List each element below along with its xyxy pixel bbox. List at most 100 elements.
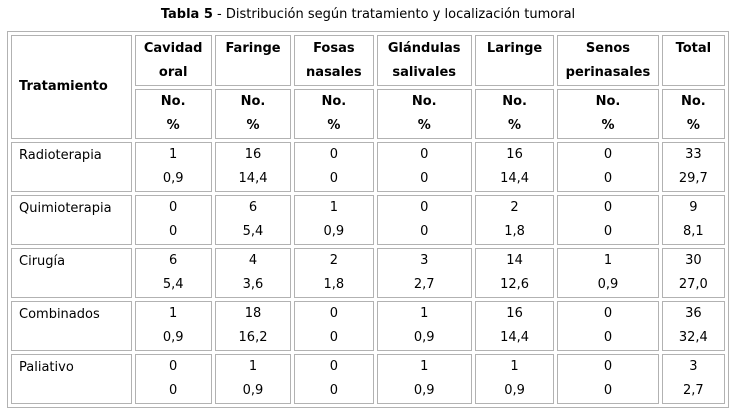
column-header-line1: Fosas (313, 41, 355, 56)
percent-value: 0 (603, 171, 613, 186)
count-label: No. (595, 94, 621, 109)
percent-value: 0,9 (242, 383, 264, 398)
data-cell: 6 5,4 (214, 195, 292, 245)
count-value: 0 (329, 306, 338, 321)
row-label: Quimioterapia (11, 195, 132, 245)
subheader-faringe: No. % (214, 89, 292, 139)
row-label: Paliativo (11, 354, 132, 404)
count-value: 16 (506, 306, 523, 321)
column-header-tratamiento: Tratamiento (11, 35, 132, 139)
header-row-columns: Tratamiento Cavidad oral Faringe Fosas n… (11, 35, 725, 139)
percent-value: 2,7 (413, 277, 435, 292)
percent-value: 27,0 (678, 277, 708, 292)
count-value: 16 (244, 147, 262, 162)
data-cell: 16 14,4 (214, 142, 292, 192)
count-value: 0 (603, 147, 613, 162)
count-value: 0 (169, 200, 178, 215)
data-cell: 16 14,4 (474, 142, 555, 192)
data-cell: 1 0,9 (294, 195, 374, 245)
percent-value: 0,9 (413, 330, 435, 345)
count-value: 16 (506, 147, 523, 162)
percent-label: % (246, 118, 260, 133)
percent-value: 0,9 (162, 171, 184, 186)
percent-label: % (686, 118, 700, 133)
percent-value: 1,8 (504, 224, 525, 239)
count-label: No. (502, 94, 527, 109)
column-header-cavidad-oral: Cavidad oral (134, 35, 212, 86)
column-header-line2: perinasales (565, 65, 651, 80)
percent-value: 12,6 (500, 277, 530, 292)
count-label: No. (160, 94, 186, 109)
percent-value: 0 (603, 224, 613, 239)
column-header-total: Total (661, 35, 725, 86)
count-value: 0 (329, 359, 338, 374)
count-value: 1 (329, 200, 338, 215)
column-header-line1: Cavidad (143, 41, 203, 56)
data-cell: 1 0,9 (557, 248, 659, 298)
count-value: 6 (169, 253, 178, 268)
percent-value: 0 (169, 383, 178, 398)
subheader-total: No. % (661, 89, 725, 139)
data-cell: 0 0 (294, 142, 374, 192)
percent-label: % (166, 118, 180, 133)
percent-value: 0,9 (323, 224, 345, 239)
count-value: 0 (603, 306, 613, 321)
row-label: Combinados (11, 301, 132, 351)
column-header-line2: salivales (392, 65, 457, 80)
percent-value: 8,1 (682, 224, 704, 239)
subheader-fosas-nasales: No. % (294, 89, 374, 139)
count-value: 6 (248, 200, 258, 215)
percent-label: % (327, 118, 341, 133)
percent-value: 0,9 (504, 383, 525, 398)
percent-label: % (508, 118, 522, 133)
percent-value: 16,2 (238, 330, 268, 345)
count-value: 0 (603, 359, 613, 374)
count-value: 1 (510, 359, 519, 374)
data-cell-total: 33 29,7 (661, 142, 725, 192)
data-cell: 1 0,9 (134, 142, 212, 192)
data-cell: 6 5,4 (134, 248, 212, 298)
subheader-glandulas-salivales: No. % (376, 89, 472, 139)
column-header-line1: Total (675, 41, 712, 56)
data-cell: 0 0 (557, 354, 659, 404)
percent-value: 14,4 (500, 330, 530, 345)
data-cell: 0 0 (376, 142, 472, 192)
row-label: Radioterapia (11, 142, 132, 192)
header-row-units: No. % No. % No. % No. % No. % No. % (11, 89, 725, 139)
data-cell: 16 14,4 (474, 301, 555, 351)
count-value: 0 (169, 359, 178, 374)
data-cell: 14 12,6 (474, 248, 555, 298)
count-value: 33 (685, 147, 702, 162)
data-cell: 0 0 (376, 195, 472, 245)
percent-value: 0 (603, 383, 613, 398)
percent-value: 0 (329, 383, 338, 398)
data-cell: 3 2,7 (376, 248, 472, 298)
count-label: No. (321, 94, 347, 109)
data-cell: 0 0 (294, 301, 374, 351)
count-value: 4 (248, 253, 258, 268)
column-header-line1: Glándulas (387, 41, 461, 56)
count-value: 3 (420, 253, 429, 268)
percent-value: 5,4 (242, 224, 264, 239)
data-cell-total: 30 27,0 (661, 248, 725, 298)
data-cell: 0 0 (134, 354, 212, 404)
percent-value: 5,4 (162, 277, 184, 292)
column-header-faringe: Faringe (214, 35, 292, 86)
column-header-glandulas-salivales: Glándulas salivales (376, 35, 472, 86)
column-header-line1: Senos (585, 41, 630, 56)
count-value: 0 (420, 147, 429, 162)
subheader-senos-perinasales: No. % (557, 89, 659, 139)
count-value: 30 (685, 253, 702, 268)
data-cell: 0 0 (557, 142, 659, 192)
column-header-line2: oral (158, 65, 188, 80)
percent-value: 0 (329, 330, 338, 345)
treatment-location-table: Tratamiento Cavidad oral Faringe Fosas n… (7, 31, 729, 408)
percent-value: 0,9 (162, 330, 184, 345)
percent-value: 29,7 (678, 171, 708, 186)
column-header-line2: nasales (306, 65, 362, 80)
percent-value: 3,6 (242, 277, 264, 292)
table-caption-text: - Distribución según tratamiento y local… (217, 7, 576, 22)
percent-value: 0,9 (597, 277, 619, 292)
percent-value: 0 (420, 171, 429, 186)
count-value: 1 (420, 306, 429, 321)
